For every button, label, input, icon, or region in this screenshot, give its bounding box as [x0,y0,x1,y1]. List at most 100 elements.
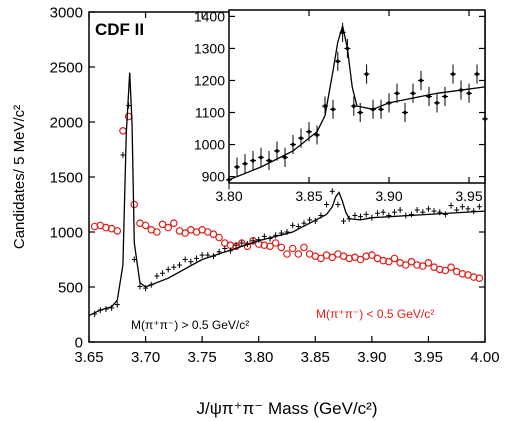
red-point [418,262,427,270]
y-tick-label: 900 [202,169,226,185]
red-point [271,239,280,247]
inset-point-marker [358,110,363,115]
inset-axis-tick-labels: 3.80 3.85 3.90 3.95 900 1000 1100 1200 1300 1400 [194,8,483,204]
black-point [177,262,183,268]
inset-point-marker [267,158,271,163]
inset-point-marker [307,129,311,134]
black-point [476,203,482,210]
inset-point-marker [331,107,335,112]
inset-point-marker [483,117,487,121]
black-point [193,255,199,262]
inset-point [426,86,432,107]
y-tick-label: 1400 [194,8,225,24]
red-point [283,250,291,258]
inset-point-marker [336,59,340,64]
black-point [160,270,166,277]
black-point [261,233,267,240]
inset-point [350,96,357,116]
black-point [131,256,137,263]
black-point [307,216,313,223]
inset-point-marker [379,107,383,112]
black-point [239,240,245,246]
inset-point-marker [419,78,423,83]
x-tick-label: 3.65 [74,349,103,366]
y-tick-label: 3000 [50,4,83,21]
inset-point-marker [435,101,439,105]
red-point [441,266,450,275]
black-point [431,208,437,215]
red-point [356,255,365,264]
inset-point [410,83,416,103]
inset-point [434,93,440,113]
y-tick-label: 1500 [50,169,83,186]
inset-point-marker [291,142,295,147]
red-point [266,242,274,251]
inset-point-marker [443,94,447,99]
black-point [386,212,392,219]
inset-point-marker [259,155,263,160]
inset-axis-ticks [228,10,485,183]
inset-point-marker [283,155,287,160]
x-tick-label: 3.85 [301,349,330,366]
y-tick-label: 1200 [194,73,225,89]
black-point [329,188,335,195]
black-point [448,202,454,209]
inset-point [450,64,456,84]
inset-point-marker [411,91,415,96]
black-point [335,201,341,208]
x-axis-label: J/ψπ⁺π⁻ Mass (GeV/c²) [196,399,377,418]
inset-point-marker [251,158,255,163]
inset-point [442,86,448,107]
y-tick-label: 500 [58,279,83,296]
inset-point [266,150,272,171]
inset-point [466,83,472,103]
red-point [475,274,484,283]
inset-point [314,125,320,145]
main-plot: 3.65 3.70 3.75 3.80 3.85 3.90 3.95 4.00 0 500 1000… [11,4,500,418]
x-tick-label: 3.80 [215,188,242,204]
y-tick-label: 1300 [194,40,225,56]
inset-point-marker [352,104,356,108]
y-axis-label: Candidates/ 5 MeV/c² [11,105,28,249]
fit-curve [88,72,486,317]
black-point [222,245,228,252]
black-point [233,242,239,249]
black-point [199,252,205,259]
black-point [120,152,126,158]
inset-point-marker [364,72,369,76]
inset-point [282,147,288,167]
x-tick-label: 4.00 [470,349,499,366]
black-point [114,301,120,308]
red-point [424,258,433,267]
black-point [341,218,347,224]
black-point [358,213,364,220]
inset-point-marker [243,161,247,166]
inset-point [234,157,240,177]
fit-line [228,25,486,181]
x-tick-label: 3.85 [295,188,322,204]
red-point [328,253,337,262]
red-point [401,261,410,269]
red-point [164,223,173,232]
black-point [273,232,279,239]
red-point [390,254,399,263]
black-point [143,285,149,292]
inset-point-marker [235,165,239,169]
black-point [352,212,358,219]
black-point [324,201,330,208]
y-tick-label: 2500 [50,59,83,76]
red-point [277,243,286,252]
inset-point [418,70,424,91]
red-point [113,227,122,235]
black-point [380,209,386,216]
inset-point [258,147,264,167]
inset-point [474,64,480,84]
red-point [385,257,393,266]
inset-point [378,99,384,119]
inset-fit-curve [228,25,486,181]
x-tick-label: 3.75 [188,349,217,366]
red-point [209,230,218,239]
x-tick-label: 3.95 [455,188,482,204]
x-tick-label: 3.70 [131,349,160,366]
red-point [153,228,161,236]
